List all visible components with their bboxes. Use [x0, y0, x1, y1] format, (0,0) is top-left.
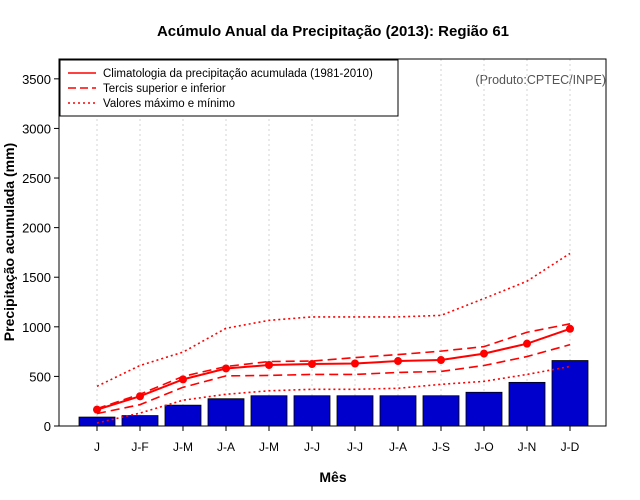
bar-8: [422, 395, 460, 427]
x-tick-label: J: [94, 440, 100, 454]
climatology-point-7: [394, 357, 402, 366]
climatology-point-4: [265, 360, 273, 369]
y-axis-title: Precipitação acumulada (mm): [1, 143, 17, 341]
y-tick-label: 3500: [22, 72, 51, 87]
bar-4: [250, 395, 288, 427]
line-minimum: [96, 365, 571, 424]
climatology-point-10: [523, 339, 531, 348]
x-tick-label: J-D: [561, 440, 580, 454]
x-tick-label: J-J: [304, 440, 320, 454]
legend-label-climatology: Climatologia da precipitação acumulada (…: [103, 68, 373, 80]
climatology-point-6: [351, 359, 359, 368]
climatology-point-8: [437, 356, 445, 365]
bar-2: [164, 404, 202, 427]
bar-0: [78, 416, 116, 427]
climatology-point-1: [136, 392, 144, 401]
y-tick-label: 1500: [22, 270, 51, 285]
y-tick-label: 3000: [22, 121, 51, 136]
y-tick-label: 1000: [22, 320, 51, 335]
legend-label-maxmin: Valores máximo e mínimo: [103, 98, 235, 110]
x-tick-label: J-O: [474, 440, 493, 454]
climatology-point-0: [93, 405, 101, 414]
axis-layer: 0 500 1000 1500 2000 2500 3000 3500 J J-F J-M J-A J-…: [22, 58, 607, 454]
x-tick-label: J-A: [389, 440, 407, 454]
x-tick-label: J-J: [347, 440, 363, 454]
plot-frame: [58, 58, 607, 427]
line-climatology: [96, 327, 571, 411]
climatology-point-5: [308, 360, 316, 369]
bar-9: [465, 391, 503, 427]
legend-box: [59, 59, 399, 117]
bar-10: [508, 381, 546, 427]
x-tick-label: J-A: [217, 440, 235, 454]
line-lower-tercile: [96, 343, 571, 415]
climatology-point-9: [480, 349, 488, 358]
legend: Climatologia da precipitação acumulada (…: [59, 59, 399, 117]
y-tick-label: 2500: [22, 171, 51, 186]
bar-3: [207, 398, 245, 427]
y-tick-label: 2000: [22, 221, 51, 236]
x-tick-label: J-M: [259, 440, 279, 454]
source-note: (Produto:CPTEC/INPE): [475, 73, 606, 87]
bar-11: [551, 360, 589, 427]
bar-7: [379, 395, 417, 427]
x-tick-label: J-F: [131, 440, 148, 454]
climatology-point-11: [566, 324, 574, 333]
y-tick-label: 500: [29, 369, 51, 384]
x-axis-title: Mês: [319, 469, 346, 485]
bar-layer: [78, 360, 589, 427]
line-layer: [93, 252, 574, 424]
x-tick-label: J-N: [518, 440, 537, 454]
x-tick-label: J-M: [173, 440, 193, 454]
climatology-point-2: [179, 375, 187, 384]
line-maximum: [96, 252, 571, 388]
x-tick-label: J-S: [432, 440, 450, 454]
y-tick-label: 0: [44, 419, 51, 434]
line-upper-tercile: [96, 323, 571, 410]
bar-5: [293, 395, 331, 427]
chart-title: Acúmulo Anual da Precipitação (2013): Re…: [157, 23, 509, 40]
bar-6: [336, 395, 374, 427]
climatology-point-3: [222, 364, 230, 373]
bar-1: [121, 415, 159, 427]
legend-label-tercis: Tercis superior e inferior: [103, 83, 226, 95]
